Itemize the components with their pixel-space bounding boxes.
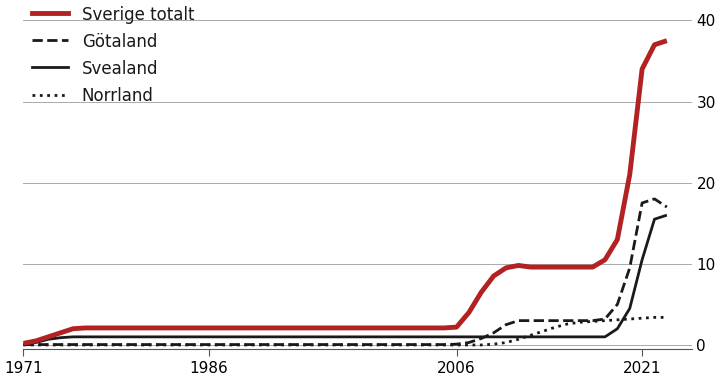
Legend: Sverige totalt, Götaland, Svealand, Norrland: Sverige totalt, Götaland, Svealand, Norr… (32, 6, 194, 105)
